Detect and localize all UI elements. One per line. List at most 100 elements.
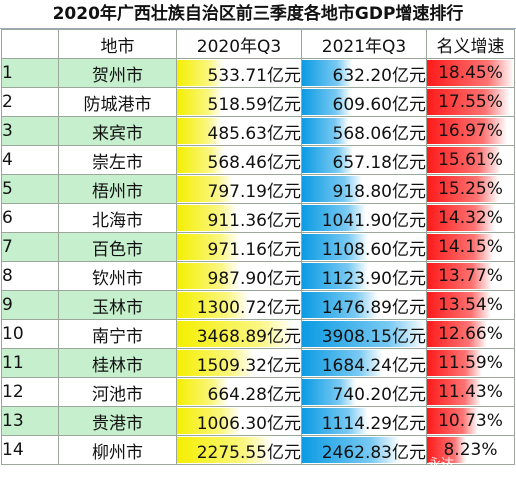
table-row: 14 柳州市 2275.55亿元 2462.83亿元 8.23% [1, 435, 515, 465]
header-growth: 名义增速 [426, 29, 515, 59]
city-cell: 梧州市 [58, 174, 177, 204]
city-cell: 河池市 [58, 377, 177, 407]
q3-2021-cell: 918.80亿元 [301, 174, 427, 204]
q3-2021-cell: 1123.90亿元 [301, 261, 427, 291]
rank-cell: 7 [1, 232, 59, 262]
growth-cell-databar [427, 408, 478, 434]
table-row: 5 梧州市 797.19亿元 918.80亿元 15.25% [1, 174, 515, 204]
q3-2021-cell-databar [302, 89, 351, 115]
q3-2020-cell-text: 3468.89亿元 [196, 326, 301, 347]
rank-cell: 13 [1, 406, 59, 436]
q3-2021-cell-text: 632.20亿元 [332, 65, 426, 86]
q3-2021-cell-databar [302, 437, 401, 463]
q3-2020-cell-databar [177, 437, 272, 463]
growth-cell: 13.77% [426, 261, 515, 291]
header-2020q3: 2020年Q3 [176, 29, 302, 59]
q3-2020-cell-text: 1006.30亿元 [196, 413, 301, 434]
q3-2021-cell-text: 568.06亿元 [332, 123, 426, 144]
q3-2020-cell: 911.36亿元 [176, 203, 302, 233]
growth-cell: 11.43% [426, 377, 515, 407]
q3-2021-cell: 632.20亿元 [301, 58, 427, 88]
q3-2020-cell-text: 1509.32亿元 [196, 355, 301, 376]
q3-2021-cell-text: 740.20亿元 [332, 384, 426, 405]
q3-2021-cell: 1114.29亿元 [301, 406, 427, 436]
q3-2020-cell-databar [177, 118, 221, 144]
q3-2021-cell-databar [302, 292, 379, 318]
growth-cell-databar [427, 176, 499, 202]
q3-2021-cell-text: 1041.90亿元 [321, 210, 426, 231]
city-cell: 钦州市 [58, 261, 177, 291]
rank-cell: 4 [1, 145, 59, 175]
table-row: 4 崇左市 568.46亿元 657.18亿元 15.61% [1, 145, 515, 175]
q3-2020-cell: 987.90亿元 [176, 261, 302, 291]
q3-2020-cell-text: 664.28亿元 [207, 384, 301, 405]
q3-2020-cell-databar [177, 234, 239, 260]
q3-2021-cell-text: 1684.24亿元 [321, 355, 426, 376]
header-row: 地市 2020年Q3 2021年Q3 名义增速 [1, 29, 515, 59]
q3-2021-cell-text: 609.60亿元 [332, 94, 426, 115]
q3-2021-cell-databar [302, 176, 363, 202]
gdp-table: 地市 2020年Q3 2021年Q3 名义增速 1 贺州市 533.71亿元 632.… [1, 29, 515, 465]
q3-2021-cell: 1476.89亿元 [301, 290, 427, 320]
growth-cell-databar [427, 321, 487, 347]
q3-2021-cell: 740.20亿元 [301, 377, 427, 407]
city-cell: 百色市 [58, 232, 177, 262]
rank-cell: 9 [1, 290, 59, 320]
growth-cell: 12.66% [426, 319, 515, 349]
growth-cell-databar [427, 437, 466, 463]
rank-cell: 2 [1, 87, 59, 117]
q3-2020-cell-databar [177, 408, 240, 434]
q3-2020-cell-text: 518.59亿元 [207, 94, 301, 115]
q3-2020-cell-text: 971.16亿元 [207, 239, 301, 260]
q3-2020-cell-text: 533.71亿元 [207, 65, 301, 86]
table-row: 12 河池市 664.28亿元 740.20亿元 11.43% [1, 377, 515, 407]
q3-2021-cell: 1108.60亿元 [301, 232, 427, 262]
growth-cell: 17.55% [426, 87, 515, 117]
growth-cell-databar [427, 60, 514, 86]
table-row: 10 南宁市 3468.89亿元 3908.15亿元 12.66% [1, 319, 515, 349]
q3-2020-cell: 1006.30亿元 [176, 406, 302, 436]
q3-2020-cell: 518.59亿元 [176, 87, 302, 117]
q3-2021-cell: 1041.90亿元 [301, 203, 427, 233]
rank-cell: 11 [1, 348, 59, 378]
q3-2020-cell: 1509.32亿元 [176, 348, 302, 378]
table-row: 9 玉林市 1300.72亿元 1476.89亿元 13.54% [1, 290, 515, 320]
q3-2020-cell-databar [177, 176, 233, 202]
city-cell: 南宁市 [58, 319, 177, 349]
growth-cell-text: 8.23% [443, 440, 498, 460]
table-row: 11 桂林市 1509.32亿元 1684.24亿元 11.59% [1, 348, 515, 378]
rank-cell: 14 [1, 435, 59, 465]
growth-cell: 18.45% [426, 58, 515, 88]
growth-cell-databar [427, 379, 481, 405]
q3-2021-cell: 568.06亿元 [301, 116, 427, 146]
growth-cell-databar [427, 263, 492, 289]
table-title: 2020年广西壮族自治区前三季度各地市GDP增速排行 [0, 0, 516, 29]
growth-cell-databar [427, 292, 491, 318]
rank-cell: 12 [1, 377, 59, 407]
q3-2020-cell-databar [177, 292, 249, 318]
table-row: 3 来宾市 485.63亿元 568.06亿元 16.97% [1, 116, 515, 146]
growth-cell-databar [427, 350, 482, 376]
growth-cell-databar [427, 147, 501, 173]
growth-cell-text: 10.73% [438, 411, 503, 431]
q3-2021-cell-databar [302, 379, 356, 405]
growth-cell-text: 13.54% [438, 295, 503, 315]
growth-cell-text: 14.15% [438, 237, 503, 257]
q3-2020-cell: 485.63亿元 [176, 116, 302, 146]
table-row: 2 防城港市 518.59亿元 609.60亿元 17.55% [1, 87, 515, 117]
table-row: 7 百色市 971.16亿元 1108.60亿元 14.15% [1, 232, 515, 262]
q3-2020-cell: 971.16亿元 [176, 232, 302, 262]
growth-cell: 10.73% [426, 406, 515, 436]
city-cell: 北海市 [58, 203, 177, 233]
growth-cell-databar [427, 205, 495, 231]
q3-2021-cell-databar [302, 205, 367, 231]
q3-2021-cell-text: 1108.60亿元 [321, 239, 426, 260]
city-cell: 崇左市 [58, 145, 177, 175]
q3-2020-cell: 568.46亿元 [176, 145, 302, 175]
city-cell: 贺州市 [58, 58, 177, 88]
city-cell: 来宾市 [58, 116, 177, 146]
growth-cell-text: 11.43% [438, 382, 503, 402]
q3-2020-cell-databar [177, 263, 240, 289]
table-row: 6 北海市 911.36亿元 1041.90亿元 14.32% [1, 203, 515, 233]
growth-cell: 15.25% [426, 174, 515, 204]
